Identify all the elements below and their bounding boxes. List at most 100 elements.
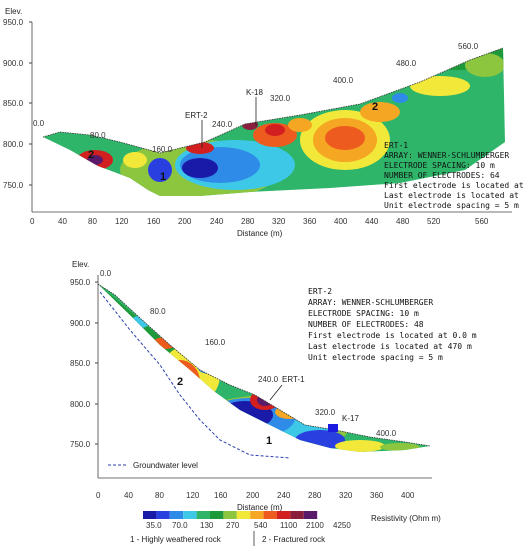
top-x-tick: 40 <box>58 217 67 226</box>
legend-swatch <box>196 511 210 519</box>
bottom-x-tick: 360 <box>370 491 384 500</box>
top-surface-line <box>42 47 504 154</box>
top-surface-label: 400.0 <box>333 76 354 85</box>
bottom-y-tick: 800.0 <box>70 400 91 409</box>
bottom-surface-label: 400.0 <box>376 429 397 438</box>
bottom-y-tick: 850.0 <box>70 359 91 368</box>
bottom-x-tick: 40 <box>124 491 133 500</box>
bottom-y-tick: 900.0 <box>70 319 91 328</box>
bottom-x-tick: 320 <box>339 491 353 500</box>
top-x-tick: 520 <box>427 217 441 226</box>
bottom-x-tick: 200 <box>246 491 260 500</box>
legend-swatch <box>263 511 277 519</box>
bottom-x-tick: 80 <box>155 491 164 500</box>
bottom-y-ticks: 950.0 900.0 850.0 800.0 750.0 <box>70 278 98 449</box>
bottom-elev-label: Elev. <box>72 260 89 269</box>
legend-value: 540 <box>254 521 268 530</box>
legend-value: 130 <box>200 521 214 530</box>
legend-value: 4250 <box>333 521 351 530</box>
top-x-ticks: 0 40 80 120 160 200 240 280 320 360 400 … <box>30 217 489 226</box>
callout-k-18: K-18 <box>246 88 263 97</box>
top-surface-labels: 0.0 80.0 160.0 240.0 320.0 400.0 480.0 5… <box>33 42 479 154</box>
info-name: ERT-1 <box>384 141 408 150</box>
bottom-surface-labels: 0.0 80.0 160.0 240.0 320.0 400.0 <box>100 269 397 438</box>
callout-ert-1: ERT-1 <box>282 375 305 384</box>
bottom-x-axis-label: Distance (m) <box>237 503 283 512</box>
bottom-x-tick: 0 <box>96 491 101 500</box>
info-array: ARRAY: WENNER-SCHLUMBERGER <box>308 298 433 307</box>
top-x-tick: 360 <box>303 217 317 226</box>
info-first: First electrode is located at 0.0 m <box>384 181 524 190</box>
legend-swatch <box>303 511 318 519</box>
legend-swatch <box>290 511 304 519</box>
top-callouts: ERT-2 K-18 <box>185 88 263 148</box>
legend-swatch <box>156 511 170 519</box>
top-y-tick: 800.0 <box>3 140 24 149</box>
top-surface-label: 320.0 <box>270 94 291 103</box>
bottom-x-tick: 160 <box>214 491 228 500</box>
top-x-tick: 80 <box>88 217 97 226</box>
groundwater-line <box>99 291 291 459</box>
top-x-tick: 320 <box>272 217 286 226</box>
bottom-zone-labels: 1 2 <box>177 376 272 447</box>
top-x-tick: 400 <box>334 217 348 226</box>
legend-values: 35.0 70.0 130 270 540 1100 2100 4250 <box>146 521 351 530</box>
bottom-panel: Elev. 950.0 900.0 850.0 800.0 750.0 0 40… <box>70 260 477 512</box>
bottom-y-tick: 950.0 <box>70 278 91 287</box>
legend-value: 270 <box>226 521 240 530</box>
bottom-surface-label: 0.0 <box>100 269 112 278</box>
legend-swatch <box>223 511 237 519</box>
resistivity-legend: 35.0 70.0 130 270 540 1100 2100 4250 Res… <box>130 511 441 546</box>
top-x-tick: 440 <box>365 217 379 226</box>
bottom-x-tick: 400 <box>401 491 415 500</box>
legend-value: 70.0 <box>172 521 188 530</box>
legend-swatch <box>183 511 197 519</box>
bottom-x-ticks: 0 40 80 120 160 200 240 280 320 360 400 <box>96 491 415 500</box>
top-x-axis-label: Distance (m) <box>237 229 283 238</box>
top-x-tick: 120 <box>115 217 129 226</box>
info-name: ERT-2 <box>308 287 332 296</box>
groundwater-label: Groundwater level <box>133 461 198 470</box>
top-surface-label: 80.0 <box>90 131 106 140</box>
legend-value: 35.0 <box>146 521 162 530</box>
legend-value: 2100 <box>306 521 324 530</box>
top-x-tick: 0 <box>30 217 35 226</box>
top-y-tick: 900.0 <box>3 59 24 68</box>
info-first: First electrode is located at 0.0 m <box>308 331 477 340</box>
top-x-tick: 240 <box>210 217 224 226</box>
info-last: Last electrode is located at 630 m <box>384 191 524 200</box>
info-spacing: ELECTRODE SPACING: 10 m <box>384 161 495 170</box>
callout-ert-2: ERT-2 <box>185 111 208 120</box>
top-zone-labels: 1 2 2 <box>88 101 378 183</box>
zone-label: 2 <box>372 101 378 113</box>
top-elev-label: Elev. <box>5 7 22 16</box>
legend-swatches <box>143 511 318 519</box>
top-x-tick: 560 <box>475 217 489 226</box>
top-y-tick: 750.0 <box>3 181 24 190</box>
legend-swatch <box>277 511 291 519</box>
bottom-surface-label: 320.0 <box>315 408 336 417</box>
top-panel: Elev. 950.0 900.0 850.0 800.0 750.0 0 40… <box>3 7 524 238</box>
zone-label: 2 <box>177 376 183 388</box>
top-surface-label: 160.0 <box>152 145 173 154</box>
top-info-block: ERT-1 ARRAY: WENNER-SCHLUMBERGER ELECTRO… <box>384 141 524 210</box>
bottom-surface-label: 160.0 <box>205 338 226 347</box>
legend-title: Resistivity (Ohm m) <box>371 514 441 523</box>
top-surface-label: 480.0 <box>396 59 417 68</box>
bottom-x-tick: 280 <box>308 491 322 500</box>
k-17-marker <box>328 424 338 432</box>
legend-note-2: 2 - Fractured rock <box>262 535 326 544</box>
info-last: Last electrode is located at 470 m <box>308 342 472 351</box>
top-surface-label: 560.0 <box>458 42 479 51</box>
bottom-x-tick: 240 <box>277 491 291 500</box>
bottom-callouts: ERT-1 K-17 <box>269 375 359 423</box>
bottom-surface-label: 240.0 <box>258 375 279 384</box>
info-unit: Unit electrode spacing = 5 m <box>308 353 443 362</box>
legend-swatch <box>143 511 157 519</box>
legend-swatch <box>169 511 184 519</box>
top-y-tick: 950.0 <box>3 18 24 27</box>
bottom-surface-label: 80.0 <box>150 307 166 316</box>
top-x-tick: 160 <box>147 217 161 226</box>
legend-note-1: 1 - Highly weathered rock <box>130 535 222 544</box>
